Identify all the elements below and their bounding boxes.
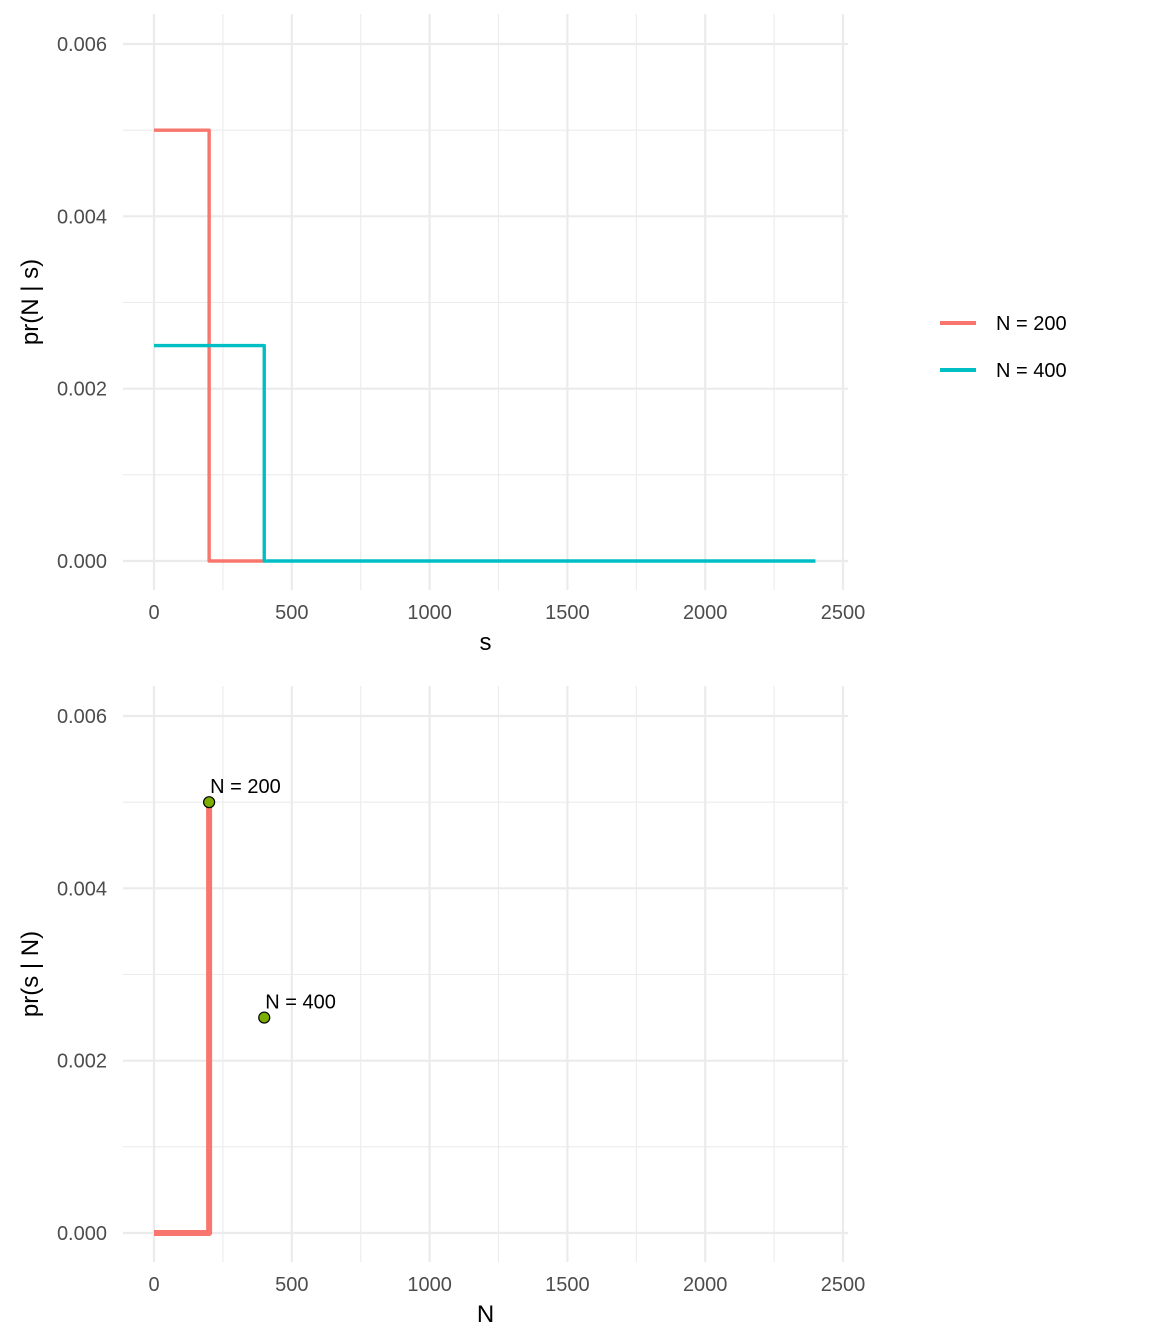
y-tick-label: 0.000: [57, 1223, 107, 1245]
panel-top: 0 500 1000 1500 2000 2500 0.000 0.002 0.004 0.006…: [17, 14, 865, 656]
y-tick-label: 0.004: [57, 878, 107, 900]
point-label-2: N = 400: [265, 992, 336, 1014]
x-tick-label: 0: [148, 602, 159, 624]
data-point-1: [203, 796, 216, 809]
x-tick-label: 1000: [407, 602, 452, 624]
y-tick-label: 0.000: [57, 551, 107, 573]
y-axis-title: pr(N | s): [17, 259, 44, 345]
y-tick-label: 0.006: [57, 706, 107, 728]
series-line-2: [154, 343, 816, 563]
legend-label-1: N = 200: [996, 313, 1067, 335]
point-label-1: N = 200: [210, 776, 281, 798]
legend: N = 200 N = 400: [940, 313, 1067, 382]
x-tick-label: 2000: [683, 1274, 728, 1296]
legend-label-2: N = 400: [996, 360, 1067, 382]
x-tick-label: 0: [148, 1274, 159, 1296]
x-tick-label: 2000: [683, 602, 728, 624]
y-axis-title: pr(s | N): [17, 931, 44, 1017]
y-tick-label: 0.002: [57, 1051, 107, 1073]
y-tick-label: 0.002: [57, 379, 107, 401]
y-tick-label: 0.004: [57, 206, 107, 228]
x-tick-label: 1000: [407, 1274, 452, 1296]
x-tick-label: 2500: [821, 1274, 866, 1296]
x-tick-label: 500: [275, 602, 308, 624]
x-axis-title: s: [480, 629, 492, 656]
x-tick-label: 1500: [545, 602, 590, 624]
panel-bottom: 0 500 1000 1500 2000 2500 0.000 0.002 0.004 0.006…: [17, 686, 865, 1328]
x-axis-title: N: [477, 1301, 494, 1328]
x-tick-label: 2500: [821, 602, 866, 624]
y-tick-label: 0.006: [57, 34, 107, 56]
series-line-1: [154, 802, 213, 1236]
x-tick-label: 500: [275, 1274, 308, 1296]
x-tick-label: 1500: [545, 1274, 590, 1296]
data-point-2: [258, 1011, 271, 1024]
